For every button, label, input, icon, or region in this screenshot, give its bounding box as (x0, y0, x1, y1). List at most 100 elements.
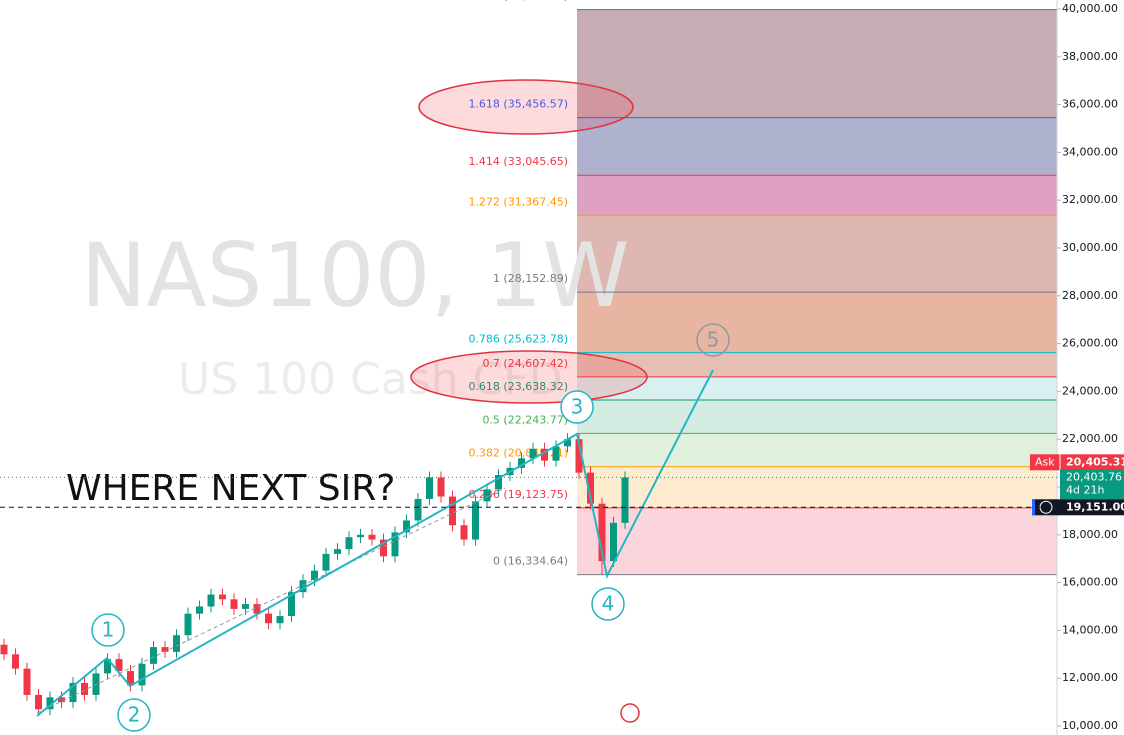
y-tick-label: 34,000.00 (1062, 145, 1118, 158)
candle-body (288, 592, 295, 617)
fib-zone (577, 400, 1057, 434)
candles (0, 433, 629, 716)
fib-zone (577, 292, 1057, 353)
fib-zone (577, 9, 1057, 118)
ask-price: 20,405.31 (1066, 455, 1124, 468)
candle-body (518, 458, 525, 468)
candle-body (0, 644, 8, 655)
ask-tag (1030, 454, 1124, 471)
fib-zone (577, 352, 1057, 377)
y-tick-label: 28,000.00 (1062, 289, 1118, 302)
candle-body (104, 659, 111, 674)
event-icon (620, 703, 640, 723)
fib-zone (577, 433, 1057, 467)
y-tick-label: 22,000.00 (1062, 432, 1118, 445)
ask-tag-name: Ask (1035, 455, 1055, 468)
watermark-subtitle: US 100 Cash CFD (178, 354, 562, 405)
candle-body (311, 570, 318, 581)
candle-body (161, 647, 169, 652)
candle-body (150, 647, 157, 664)
candle-body (334, 549, 341, 554)
candle-body (219, 594, 226, 600)
fib-label: 1.618 (35,456.57) (468, 98, 568, 111)
fib-zones (577, 9, 1057, 575)
candle-body (253, 604, 261, 614)
candle-body (265, 613, 272, 624)
y-tick-label: 14,000.00 (1062, 623, 1118, 636)
highlight-ellipse (418, 79, 634, 135)
price-axis (1057, 0, 1124, 735)
candle-body (552, 446, 560, 461)
wave-circle (696, 323, 730, 357)
candle-body (587, 472, 594, 504)
y-tick-label: 24,000.00 (1062, 384, 1118, 397)
candle-body (276, 616, 284, 624)
watermark-title: NAS100, 1W (81, 224, 630, 327)
y-tick-label: 30,000.00 (1062, 241, 1118, 254)
candle-body (495, 475, 502, 490)
wave-circle (91, 613, 125, 647)
wave-number: 2 (128, 703, 141, 727)
fib-zone (577, 507, 1057, 575)
candle-body (69, 682, 77, 703)
y-tick-label: 26,000.00 (1062, 337, 1118, 350)
wave-number: 3 (571, 395, 584, 419)
candle-body (621, 477, 629, 523)
fib-zone (577, 117, 1057, 176)
y-tick-label: 40,000.00 (1062, 2, 1118, 15)
candle-body (575, 439, 583, 473)
candle-body (529, 448, 537, 459)
candle-body (345, 537, 353, 550)
candle-body (541, 448, 548, 461)
y-tick-label: 38,000.00 (1062, 50, 1118, 63)
fib-label: 0.786 (25,623.78) (468, 333, 568, 346)
y-tick-label: 18,000.00 (1062, 528, 1118, 541)
wave-path (36, 369, 714, 717)
wave-number: 5 (707, 328, 720, 352)
fib-label: 1 (28,152.89) (493, 272, 568, 285)
candle-body (127, 671, 134, 686)
candle-body (23, 668, 31, 695)
countdown: 4d 21h (1066, 483, 1104, 496)
fib-label: 0.236 (19,123.75) (468, 488, 568, 501)
candle-body (449, 496, 456, 526)
wave-circle (117, 698, 151, 732)
candle-body (184, 613, 192, 636)
trend-line (36, 487, 506, 714)
candle-body (610, 522, 617, 562)
crosshair-price: 19,151.00 (1066, 500, 1124, 513)
fib-zone (577, 175, 1057, 216)
candle-body (12, 654, 19, 669)
y-axis: 10,000.00 12,000.00 14,000.00 16,000.00 18,0… (1030, 2, 1124, 732)
wave-numbers: 1 2 3 4 5 (102, 328, 720, 727)
candle-body (472, 501, 479, 540)
candle-body (138, 663, 146, 686)
y-tick-label: 10,000.00 (1062, 719, 1118, 732)
last-tag (1060, 469, 1124, 500)
candle-body (207, 594, 215, 607)
fib-label: 0.7 (24,607.42) (482, 357, 568, 370)
candle-body (322, 553, 330, 571)
candle-body (403, 520, 410, 533)
annotation: WHERE NEXT SIR? (66, 468, 395, 509)
candle-body (299, 580, 307, 593)
candle-body (196, 606, 203, 614)
wave-labels (91, 323, 730, 732)
candle-body (414, 498, 422, 521)
fib-label: 0.618 (23,638.32) (468, 380, 568, 393)
crosshair-marker (1032, 499, 1035, 516)
wave-number: 4 (602, 592, 615, 616)
candle-body (483, 489, 491, 502)
candle-body (115, 659, 123, 672)
candle-body (242, 604, 249, 609)
candle-body (426, 477, 433, 499)
candle-body (437, 477, 445, 497)
candle-body (357, 534, 364, 538)
candle-body (368, 534, 376, 540)
candle-body (230, 599, 238, 609)
candle-body (58, 697, 65, 703)
candle-body (598, 503, 606, 562)
fib-zone (577, 215, 1057, 293)
fib-zone (577, 466, 1057, 508)
fib-label: 1.414 (33,045.65) (468, 155, 568, 168)
